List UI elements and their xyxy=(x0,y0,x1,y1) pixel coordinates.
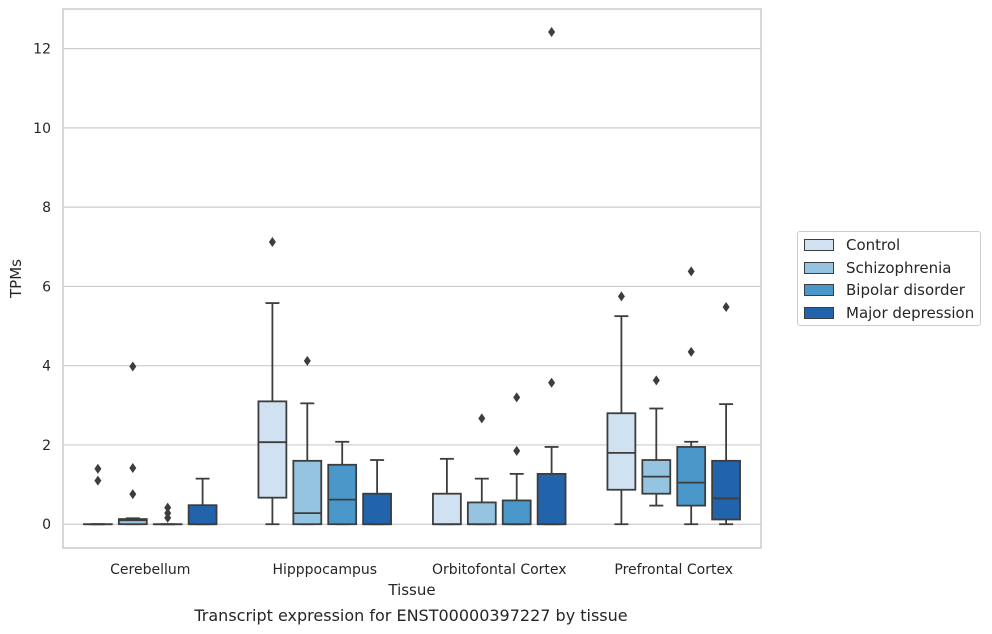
y-tick-label: 6 xyxy=(42,279,51,295)
box-iqr xyxy=(292,459,323,526)
outlier-point xyxy=(687,266,695,277)
outlier-point xyxy=(478,413,486,424)
box-iqr xyxy=(536,472,567,526)
y-tick-label: 0 xyxy=(42,517,51,533)
outlier-point xyxy=(548,26,556,37)
outlier-point xyxy=(94,463,102,474)
box-iqr xyxy=(606,412,637,491)
outlier-point xyxy=(617,291,625,302)
outlier-point xyxy=(513,445,521,456)
legend-item-control: Control xyxy=(804,235,900,255)
y-tick-label: 12 xyxy=(33,42,51,58)
outlier-point xyxy=(722,302,730,313)
box-orbitofontal-cortex-major-depression xyxy=(536,26,567,526)
box-hipppocampus-schizophrenia xyxy=(292,355,323,526)
legend-label-control: Control xyxy=(846,236,901,254)
legend-item-major-depression: Major depression xyxy=(804,303,974,323)
box-orbitofontal-cortex-control xyxy=(432,457,462,526)
legend-item-bipolar-disorder: Bipolar disorder xyxy=(804,280,965,300)
legend-swatch-major-depression xyxy=(804,307,834,319)
x-tick-label: Prefrontal Cortex xyxy=(614,562,733,578)
y-tick-label: 4 xyxy=(42,359,51,375)
x-tick-label: Cerebellum xyxy=(110,562,190,578)
box-iqr xyxy=(187,504,218,526)
outlier-point xyxy=(129,361,137,372)
legend-item-schizophrenia: Schizophrenia xyxy=(804,258,951,278)
box-cerebellum-bipolar-disorder xyxy=(152,502,183,526)
box-cerebellum-control xyxy=(83,463,113,526)
box-iqr xyxy=(711,459,741,521)
legend-label-major-depression: Major depression xyxy=(846,304,975,322)
y-tick-label: 10 xyxy=(33,121,51,137)
box-iqr xyxy=(501,499,532,526)
box-hipppocampus-bipolar-disorder xyxy=(327,440,358,526)
outlier-point xyxy=(513,392,521,403)
outlier-point xyxy=(687,346,695,357)
outlier-point xyxy=(303,355,311,366)
x-axis-title: Tissue xyxy=(387,581,435,599)
box-iqr xyxy=(327,463,358,526)
box-iqr xyxy=(432,492,462,526)
outlier-point xyxy=(652,375,660,386)
box-orbitofontal-cortex-schizophrenia xyxy=(466,413,497,526)
legend-swatch-control xyxy=(804,239,834,251)
box-iqr xyxy=(676,446,707,507)
box-hipppocampus-control xyxy=(257,237,288,526)
legend-label-bipolar-disorder: Bipolar disorder xyxy=(846,281,965,299)
plot-frame xyxy=(62,8,762,549)
legend-swatch-schizophrenia xyxy=(804,262,834,274)
outlier-point xyxy=(129,462,137,473)
x-tick-label: Hipppocampus xyxy=(272,562,377,578)
box-prefrontal-cortex-bipolar-disorder xyxy=(676,266,707,526)
legend: Control Schizophrenia Bipolar disorder M… xyxy=(797,231,981,326)
box-prefrontal-cortex-major-depression xyxy=(711,302,741,526)
outlier-point xyxy=(94,475,102,486)
outlier-point xyxy=(548,377,556,388)
box-prefrontal-cortex-control xyxy=(606,291,637,526)
outlier-point xyxy=(164,502,172,513)
box-cerebellum-schizophrenia xyxy=(117,361,148,526)
box-cerebellum-major-depression xyxy=(187,477,218,526)
box-prefrontal-cortex-schizophrenia xyxy=(641,375,672,507)
outlier-point xyxy=(129,489,137,500)
box-iqr xyxy=(466,501,497,526)
legend-swatch-bipolar-disorder xyxy=(804,284,834,296)
outlier-point xyxy=(268,237,276,248)
box-iqr xyxy=(117,518,148,526)
x-tick-label: Orbitofontal Cortex xyxy=(432,562,567,578)
y-tick-label: 2 xyxy=(42,438,51,454)
chart-caption: Transcript expression for ENST0000039722… xyxy=(194,606,628,625)
outlier-point xyxy=(164,512,172,523)
box-iqr xyxy=(362,492,392,526)
box-orbitofontal-cortex-bipolar-disorder xyxy=(501,392,532,526)
box-hipppocampus-major-depression xyxy=(362,459,392,526)
y-axis-title: TPMs xyxy=(7,259,25,299)
legend-label-schizophrenia: Schizophrenia xyxy=(846,259,952,277)
box-iqr xyxy=(257,400,288,499)
y-tick-label: 8 xyxy=(42,200,51,216)
